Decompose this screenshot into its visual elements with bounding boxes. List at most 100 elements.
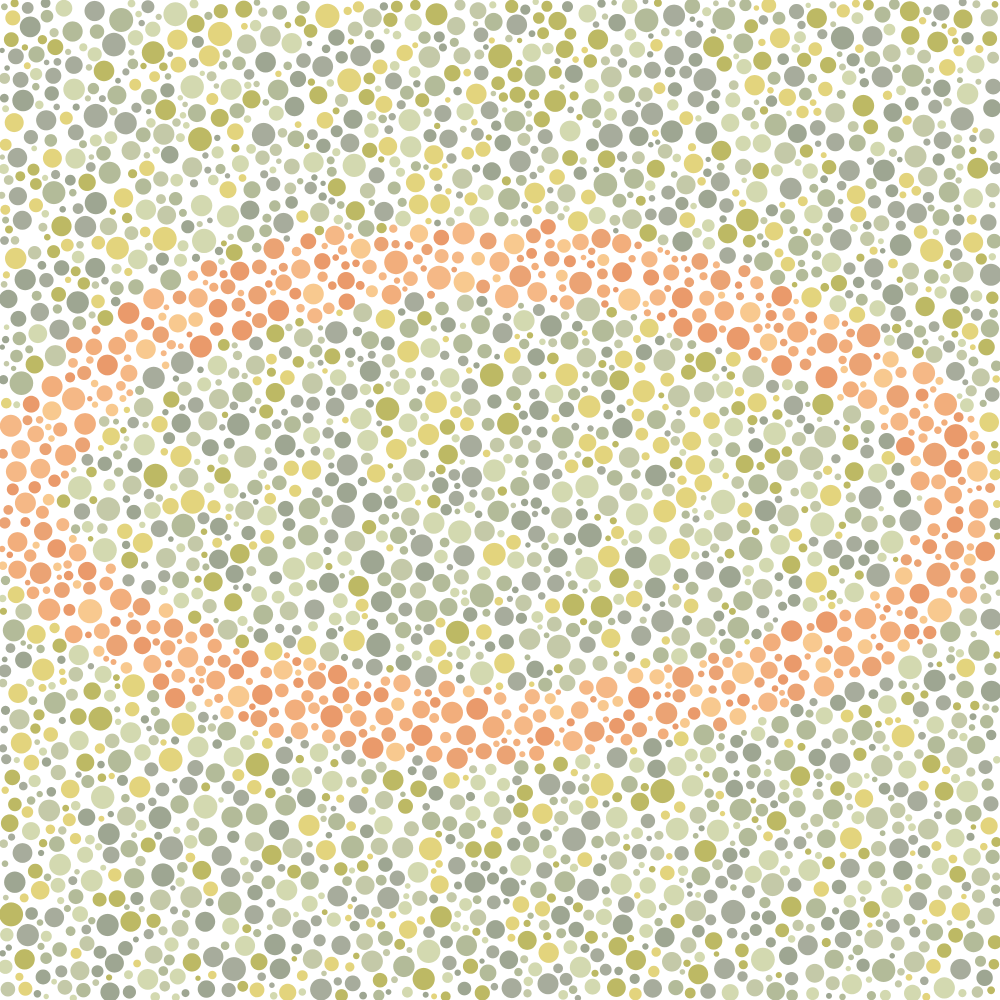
background-dot: [966, 55, 985, 74]
figure-dot: [7, 532, 28, 552]
background-dot: [375, 530, 388, 543]
background-dot: [118, 941, 133, 956]
figure-dot: [518, 703, 529, 713]
background-dot: [2, 894, 9, 901]
background-dot: [742, 365, 765, 388]
background-dot: [188, 58, 199, 68]
background-dot: [302, 949, 323, 969]
background-dot: [186, 14, 205, 33]
figure-dot: [123, 354, 132, 363]
background-dot: [45, 67, 62, 84]
background-dot: [262, 213, 272, 223]
background-dot: [770, 164, 783, 177]
background-dot: [658, 902, 667, 911]
background-dot: [759, 897, 771, 909]
background-dot: [676, 410, 682, 416]
background-dot: [750, 726, 766, 742]
background-dot: [525, 110, 533, 117]
background-dot: [207, 723, 217, 732]
background-dot: [211, 146, 224, 159]
background-dot: [344, 530, 366, 552]
background-dot: [140, 715, 150, 724]
background-dot: [252, 499, 259, 505]
background-dot: [744, 578, 752, 586]
background-dot: [185, 852, 196, 863]
figure-dot: [679, 718, 690, 728]
figure-dot: [729, 708, 747, 725]
background-dot: [793, 836, 807, 850]
background-dot: [741, 177, 747, 184]
background-dot: [325, 562, 333, 571]
background-dot: [465, 791, 476, 802]
background-dot: [493, 806, 512, 825]
background-dot: [836, 51, 843, 58]
background-dot: [159, 981, 171, 992]
background-dot: [980, 593, 992, 604]
background-dot: [58, 668, 66, 676]
figure-dot: [347, 233, 354, 240]
background-dot: [321, 970, 327, 977]
background-dot: [449, 37, 459, 48]
background-dot: [0, 594, 7, 603]
figure-dot: [912, 362, 936, 385]
figure-dot: [5, 461, 27, 482]
background-dot: [398, 901, 412, 915]
background-dot: [510, 477, 530, 496]
background-dot: [797, 196, 808, 207]
figure-dot: [434, 249, 449, 264]
background-dot: [662, 403, 669, 411]
background-dot: [556, 928, 567, 939]
background-dot: [29, 198, 43, 213]
background-dot: [854, 570, 864, 580]
background-dot: [300, 739, 310, 749]
background-dot: [585, 795, 599, 809]
background-dot: [927, 31, 948, 53]
background-dot: [892, 64, 901, 73]
background-dot: [788, 235, 809, 256]
figure-dot: [120, 662, 133, 674]
background-dot: [18, 981, 33, 996]
background-dot: [367, 853, 374, 860]
background-dot: [971, 867, 990, 886]
background-dot: [115, 77, 121, 84]
figure-dot: [278, 262, 288, 272]
background-dot: [805, 831, 813, 839]
background-dot: [754, 252, 773, 271]
background-dot: [827, 207, 844, 224]
background-dot: [875, 720, 882, 728]
background-dot: [809, 698, 818, 707]
background-dot: [640, 102, 664, 125]
background-dot: [72, 316, 87, 330]
background-dot: [962, 306, 970, 314]
background-dot: [416, 916, 426, 925]
background-dot: [347, 903, 353, 910]
background-dot: [91, 281, 100, 289]
background-dot: [526, 552, 542, 567]
figure-dot: [152, 638, 160, 646]
background-dot: [38, 222, 48, 232]
figure-dot: [389, 224, 398, 233]
background-dot: [716, 381, 734, 399]
figure-dot: [895, 567, 913, 585]
background-dot: [713, 0, 719, 7]
background-dot: [932, 228, 940, 236]
background-dot: [81, 453, 94, 466]
background-dot: [721, 602, 729, 610]
figure-dot: [627, 667, 644, 684]
figure-dot: [816, 611, 838, 633]
background-dot: [737, 502, 753, 518]
background-dot: [742, 491, 749, 498]
background-dot: [1, 656, 8, 663]
background-dot: [155, 782, 170, 797]
background-dot: [513, 402, 521, 411]
background-dot: [763, 831, 773, 842]
background-dot: [0, 191, 6, 199]
background-dot: [558, 990, 569, 1000]
background-dot: [454, 881, 462, 890]
figure-dot: [248, 286, 267, 305]
figure-dot: [399, 717, 413, 732]
background-dot: [692, 507, 698, 514]
figure-dot: [672, 689, 686, 703]
background-dot: [933, 811, 943, 820]
background-dot: [377, 930, 393, 946]
